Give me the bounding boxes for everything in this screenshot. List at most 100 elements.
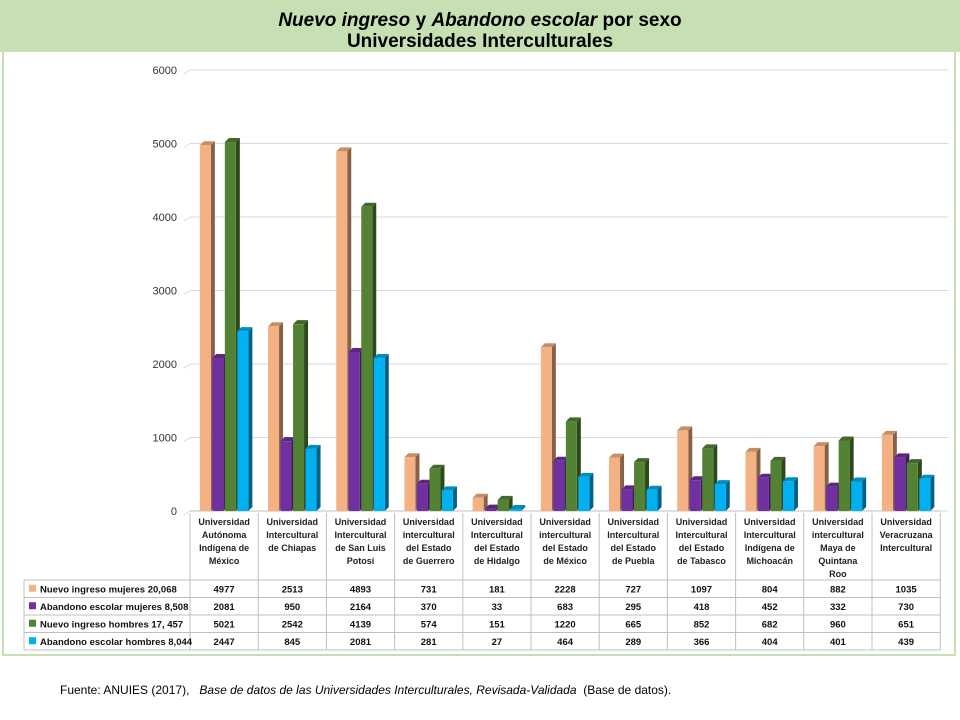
y-tick-label: 3000 <box>153 286 177 298</box>
bar <box>348 351 360 511</box>
data-value: 574 <box>421 619 438 630</box>
bar <box>361 206 373 511</box>
data-value: 2081 <box>350 637 372 648</box>
data-value: 727 <box>625 584 641 595</box>
bar <box>472 497 484 511</box>
category-label: intercultural <box>539 530 591 540</box>
legend-label: Nuevo ingreso mujeres 20,068 <box>40 584 177 595</box>
y-tick-label: 6000 <box>153 65 177 77</box>
bar-top <box>906 459 922 464</box>
gridline-tick <box>183 69 191 75</box>
gridline-tick <box>183 437 191 442</box>
data-value: 439 <box>898 637 914 648</box>
category-label: Roo <box>829 569 847 579</box>
bar <box>373 358 385 511</box>
data-value: 1220 <box>555 619 576 630</box>
bar-top <box>553 456 569 461</box>
category-label: Universidad <box>744 517 796 527</box>
y-tick-label: 1000 <box>153 433 177 445</box>
bar-side <box>930 474 935 511</box>
data-value: 845 <box>284 637 301 648</box>
data-value: 731 <box>421 584 438 595</box>
data-value: 4139 <box>350 619 371 630</box>
category-label: de México <box>543 556 587 566</box>
gridline-tick <box>183 290 191 295</box>
category-label: Intercultural <box>266 530 318 540</box>
chart-svg: 0 1000 2000 3000 4000 5000 6000 Universidad Autó… <box>23 65 948 651</box>
title-part-y: y <box>415 10 427 31</box>
category-label: Universidad <box>812 517 864 527</box>
bar-top <box>919 474 935 479</box>
bar-side <box>862 477 867 511</box>
data-value: 332 <box>830 602 846 613</box>
data-value: 2228 <box>555 584 576 595</box>
bar-top <box>485 504 501 509</box>
bar-top <box>224 137 240 142</box>
bar <box>689 480 701 511</box>
bar-top <box>813 442 829 447</box>
data-value: 730 <box>898 602 914 613</box>
bar <box>646 489 658 511</box>
bar-top <box>293 320 309 325</box>
bar-side <box>248 327 253 511</box>
data-value: 852 <box>694 619 710 630</box>
title-part-nuevo-ingreso: Nuevo ingreso <box>278 10 411 31</box>
title-part-abandono: Abandono escolar <box>431 10 598 31</box>
bar-top <box>305 444 321 449</box>
category-label: Intercultural <box>675 530 727 540</box>
bar-top <box>578 472 594 477</box>
bar <box>609 457 621 511</box>
category-label: Universidad <box>676 517 728 527</box>
chart-subtitle: Universidades Interculturales <box>346 31 614 52</box>
bar <box>429 468 441 511</box>
bar <box>224 141 236 512</box>
gridline-tick <box>183 216 191 222</box>
category-label: Maya de <box>820 543 856 553</box>
bar <box>745 451 757 511</box>
bar <box>268 326 280 511</box>
data-value: 1097 <box>691 584 712 595</box>
data-value: 4977 <box>214 584 235 595</box>
bar-top <box>757 473 773 478</box>
bar <box>305 448 317 511</box>
bar-top <box>336 147 352 152</box>
bar <box>770 460 782 511</box>
category-label: México <box>209 556 240 566</box>
category-label: Indígena de <box>199 543 249 553</box>
bar-top <box>268 322 284 327</box>
data-value: 370 <box>421 602 437 613</box>
data-value: 452 <box>762 602 778 613</box>
data-value: 2081 <box>214 602 236 613</box>
bar <box>894 457 906 511</box>
bar <box>510 509 522 511</box>
data-value: 401 <box>830 637 847 648</box>
category-label: Universidad <box>608 517 660 527</box>
bar-top <box>609 453 625 458</box>
y-tick-label: 4000 <box>153 212 177 224</box>
category-label: del Estado <box>406 543 452 553</box>
data-value: 289 <box>625 637 641 648</box>
data-value: 464 <box>557 637 574 648</box>
data-value: 804 <box>762 584 779 595</box>
bar-top <box>826 482 842 487</box>
bar <box>838 440 850 511</box>
data-value: 683 <box>557 602 573 613</box>
bar-top <box>280 437 296 442</box>
category-label: del Estado <box>679 543 725 553</box>
data-value: 33 <box>492 602 503 613</box>
bar <box>702 448 714 511</box>
bar <box>553 460 565 511</box>
bar-top <box>472 493 488 498</box>
category-label: Universidad <box>198 517 250 527</box>
category-label: Veracruzana <box>880 530 934 540</box>
legend-swatch <box>29 602 36 610</box>
bar-top <box>212 354 228 359</box>
bar-top <box>199 141 215 146</box>
bar-side <box>452 486 457 511</box>
bar-top <box>881 430 897 435</box>
category-label: Intercultural <box>334 530 386 540</box>
data-value: 2164 <box>350 602 372 613</box>
bar <box>714 484 726 511</box>
bar-top <box>497 495 513 500</box>
bar <box>881 434 893 511</box>
